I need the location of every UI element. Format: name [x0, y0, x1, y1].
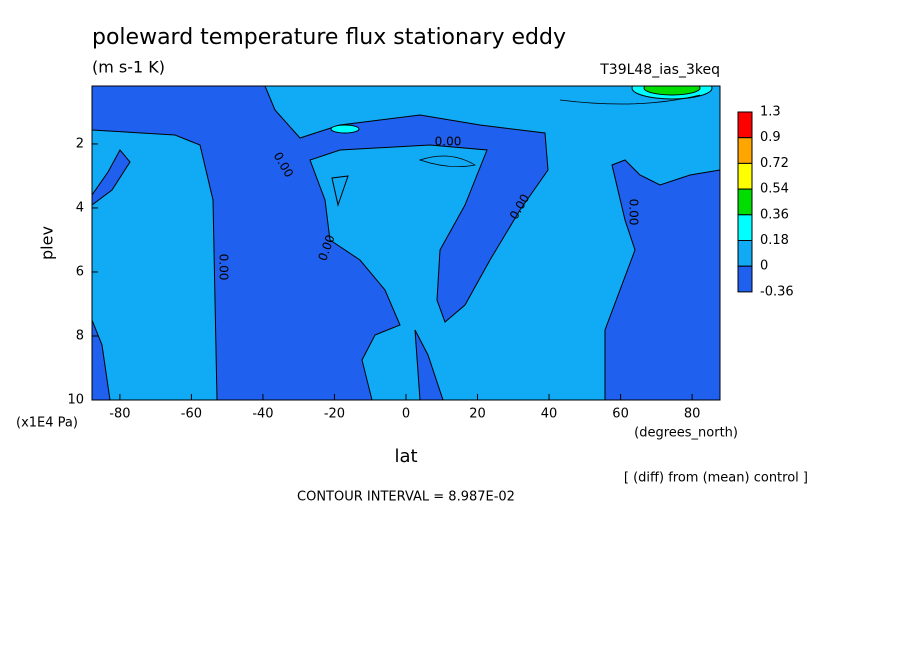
colorbar-box [737, 137, 753, 164]
y-tick-label: 2 [76, 136, 84, 151]
y-units: (x1E4 Pa) [16, 416, 78, 431]
footnote: [ (diff) from (mean) control ] [624, 471, 808, 486]
region [414, 329, 444, 400]
x-tick-label: 40 [541, 407, 558, 422]
x-tick-label: 60 [612, 407, 629, 422]
colorbar-label: 0.9 [760, 130, 781, 145]
colorbar-label: 0.18 [760, 233, 789, 248]
y-tick-label: 10 [67, 393, 84, 408]
colorbar-label: 0.36 [760, 207, 789, 222]
region [92, 319, 111, 400]
region [604, 159, 720, 400]
y-tick-label: 6 [76, 264, 84, 279]
chart-subtitle: (m s-1 K) [92, 58, 165, 77]
x-units: (degrees_north) [634, 426, 738, 441]
colorbar-box [737, 240, 753, 267]
colorbar-label: 0.72 [760, 156, 789, 171]
region [331, 175, 349, 207]
colorbar-box [737, 214, 753, 242]
x-tick-label: 20 [469, 407, 486, 422]
contour-label: 0.00 [435, 135, 462, 149]
contour-label: 0.00 [627, 199, 641, 226]
x-tick-label: 0 [402, 407, 410, 422]
x-tick-label: -40 [252, 407, 273, 422]
region [92, 86, 549, 400]
chart-title: poleward temperature flux stationary edd… [92, 25, 566, 50]
y-tick-label: 8 [76, 328, 84, 343]
colorbar-box [737, 188, 753, 216]
contour-label: 0.00 [217, 254, 231, 281]
y-tick-label: 4 [76, 200, 84, 215]
colorbar-box [737, 162, 753, 190]
plot-area [92, 86, 720, 400]
region [92, 149, 131, 206]
colorbar-label: 1.3 [760, 105, 781, 120]
contour-interval: CONTOUR INTERVAL = 8.987E-02 [297, 490, 515, 505]
x-tick-label: -20 [324, 407, 345, 422]
x-axis-label: lat [394, 446, 417, 467]
colorbar-label: 0 [760, 259, 768, 274]
colorbar-box [737, 265, 753, 293]
x-tick-label: -80 [109, 407, 130, 422]
run-label: T39L48_ias_3keq [599, 62, 720, 78]
region [330, 124, 360, 134]
colorbar-box [737, 111, 753, 139]
colorbar-label: 0.54 [760, 182, 789, 197]
y-axis-label: plev [38, 226, 57, 260]
x-tick-label: 80 [684, 407, 701, 422]
colorbar-label: -0.36 [760, 284, 794, 299]
x-tick-label: -60 [181, 407, 202, 422]
region [643, 86, 701, 96]
